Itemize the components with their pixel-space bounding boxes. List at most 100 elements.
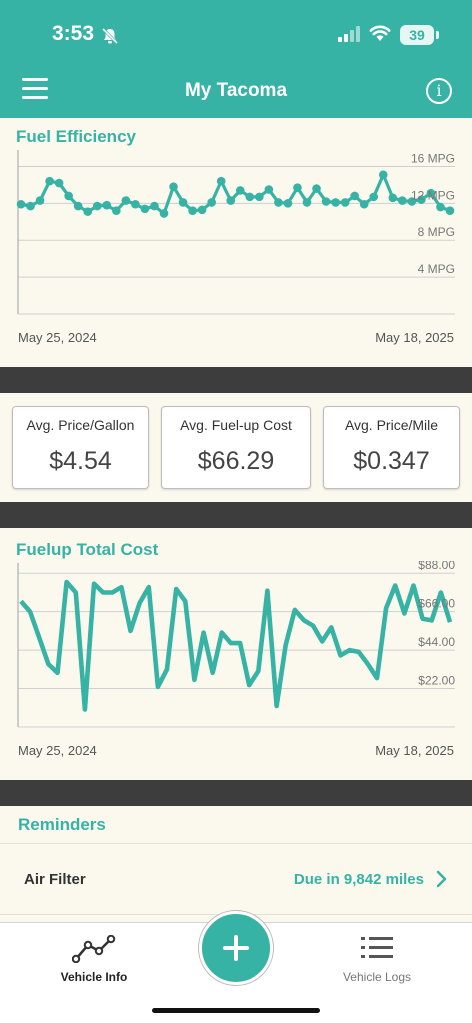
fuelup-cost-title: Fuelup Total Cost <box>16 540 159 559</box>
section-divider <box>0 780 472 806</box>
data-point <box>245 192 255 202</box>
data-point <box>92 201 102 211</box>
data-point <box>83 207 93 216</box>
data-point <box>64 191 73 201</box>
data-point <box>26 201 35 211</box>
page-title: My Tacoma <box>184 80 288 101</box>
data-point <box>207 198 216 207</box>
y-tick-label: $88.00 <box>418 561 455 572</box>
y-tick-label: 16 MPG <box>411 151 455 165</box>
data-point <box>54 178 64 188</box>
info-icon[interactable]: i <box>426 78 452 104</box>
fuel-efficiency-x-end: May 18, 2025 <box>375 330 454 345</box>
chevron-right-icon <box>436 870 447 888</box>
series-line <box>19 579 453 712</box>
data-point <box>131 199 140 209</box>
data-point <box>121 196 131 205</box>
data-point <box>340 198 350 207</box>
data-point <box>169 182 178 192</box>
data-point <box>159 209 169 218</box>
reminders-title: Reminders <box>18 815 106 834</box>
data-point <box>45 176 54 186</box>
battery-tip <box>436 31 439 39</box>
data-point <box>293 183 302 192</box>
data-point <box>321 197 331 206</box>
data-point <box>73 201 83 211</box>
add-fuelup-button[interactable] <box>199 911 273 985</box>
data-point <box>417 195 426 204</box>
fuel-efficiency-x-start: May 25, 2024 <box>18 330 97 345</box>
fuel-efficiency-chart: 16 MPG 12 MPG 8 MPG 4 MPG <box>16 150 455 315</box>
section-divider <box>0 502 472 528</box>
cellular-signal-icon <box>338 26 360 42</box>
bell-muted-icon <box>101 27 119 45</box>
data-point <box>388 193 398 203</box>
data-point <box>331 198 340 207</box>
reminder-item-air-filter[interactable]: Air Filter Due in 9,842 miles <box>0 843 472 915</box>
data-point <box>188 206 197 216</box>
data-point <box>178 198 188 207</box>
section-divider <box>0 367 472 393</box>
data-point <box>283 199 293 208</box>
avg-price-per-mile-card[interactable]: Avg. Price/Mile $0.347 <box>323 406 460 489</box>
stats-row: Avg. Price/Gallon $4.54 Avg. Fuel-up Cos… <box>0 393 472 502</box>
data-point <box>255 192 264 202</box>
data-point <box>350 191 359 201</box>
data-point <box>150 201 159 211</box>
card-value: $0.347 <box>353 447 430 475</box>
y-tick-label: $44.00 <box>418 635 455 649</box>
fuelup-cost-chart: $88.00 $66.00 $44.00 $22.00 <box>17 561 455 728</box>
data-point <box>445 206 455 216</box>
card-value: $66.29 <box>197 447 275 475</box>
data-point <box>35 196 45 205</box>
data-point <box>197 205 207 215</box>
card-label: Avg. Fuel-up Cost <box>180 417 292 433</box>
data-point <box>16 199 26 209</box>
line-chart-icon <box>72 935 116 963</box>
avg-fuelup-cost-card[interactable]: Avg. Fuel-up Cost $66.29 <box>161 406 311 489</box>
data-point <box>274 198 283 207</box>
data-point <box>102 200 112 210</box>
y-tick-label: $66.00 <box>418 597 455 611</box>
fuelup-cost-x-start: May 25, 2024 <box>18 743 97 758</box>
data-point <box>226 196 236 205</box>
tab-vehicle-logs[interactable]: Vehicle Logs <box>307 923 447 993</box>
y-tick-label: 4 MPG <box>418 262 455 276</box>
data-point <box>235 186 245 195</box>
wifi-icon <box>369 25 391 41</box>
data-point <box>369 192 379 202</box>
tab-label: Vehicle Info <box>60 970 128 984</box>
data-point <box>112 206 121 216</box>
y-tick-label: 12 MPG <box>411 188 455 202</box>
data-point <box>426 188 436 198</box>
menu-icon[interactable] <box>22 78 48 102</box>
data-point <box>216 176 226 186</box>
data-point <box>264 185 274 194</box>
y-tick-label: 8 MPG <box>418 225 455 239</box>
data-point <box>407 197 417 206</box>
avg-price-per-gallon-card[interactable]: Avg. Price/Gallon $4.54 <box>12 406 149 489</box>
data-point <box>359 199 369 209</box>
data-point <box>378 170 388 180</box>
reminder-due: Due in 9,842 miles <box>293 871 424 888</box>
data-point <box>302 198 312 207</box>
data-point <box>312 184 321 193</box>
reminder-name: Air Filter <box>24 871 86 888</box>
status-time: 3:53 <box>52 22 95 45</box>
tab-label: Vehicle Logs <box>342 970 412 984</box>
fuelup-cost-x-end: May 18, 2025 <box>375 743 454 758</box>
data-point <box>436 202 445 212</box>
data-point <box>140 204 150 214</box>
series-line <box>20 173 451 216</box>
card-label: Avg. Price/Gallon <box>26 417 135 433</box>
y-tick-label: $22.00 <box>418 674 455 688</box>
battery-indicator: 39 <box>400 25 434 45</box>
card-label: Avg. Price/Mile <box>344 417 439 433</box>
home-indicator <box>152 1008 320 1013</box>
list-icon <box>361 937 393 958</box>
card-value: $4.54 <box>49 447 112 475</box>
plus-icon <box>234 935 238 961</box>
tab-vehicle-info[interactable]: Vehicle Info <box>24 923 164 993</box>
fuel-efficiency-title: Fuel Efficiency <box>16 127 136 146</box>
app-header: 3:53 39 My Tacoma i <box>0 0 472 118</box>
